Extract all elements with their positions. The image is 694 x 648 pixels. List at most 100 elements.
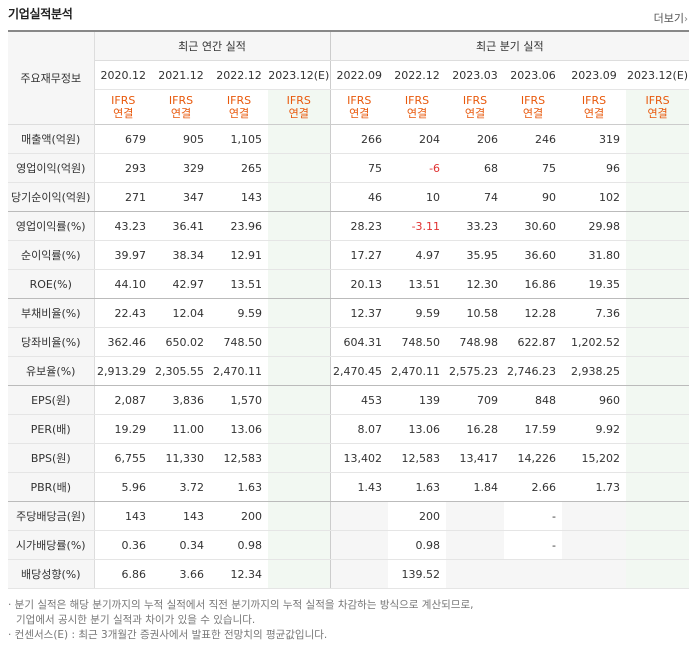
row-label: 당기순이익(억원): [8, 182, 95, 212]
table-cell: [626, 240, 690, 270]
table-cell: [626, 153, 690, 183]
table-cell: 12.30: [446, 269, 505, 299]
table-cell: 2,305.55: [152, 356, 210, 386]
table-cell: 960: [562, 385, 627, 415]
table-cell: 347: [152, 182, 210, 212]
table-row: 순이익률(%) 39.97 38.34 12.91 17.27 4.97 35.95 36.6…: [8, 240, 690, 270]
table-cell: 200: [388, 501, 447, 531]
table-cell: [329, 559, 389, 589]
table-cell: 200: [210, 501, 268, 531]
table-cell: [268, 124, 331, 154]
table-cell: 90: [504, 182, 563, 212]
table-cell: 17.27: [329, 240, 389, 270]
table-cell: 19.35: [562, 269, 627, 299]
table-cell: [268, 327, 331, 357]
table-cell: 143: [210, 182, 268, 212]
table-cell: 28.23: [329, 211, 389, 241]
table-cell: [268, 414, 331, 444]
table-cell: 3.66: [152, 559, 210, 589]
table-cell: 30.60: [504, 211, 563, 241]
table-cell: 748.50: [210, 327, 268, 357]
table-cell: 679: [94, 124, 152, 154]
table-cell: 8.07: [329, 414, 389, 444]
table-cell: [446, 559, 505, 589]
table-cell: 102: [562, 182, 627, 212]
table-row: 주당배당금(원) 143 143 200 200-: [8, 501, 690, 531]
footnote: · 분기 실적은 해당 분기까지의 누적 실적에서 직전 분기까지의 누적 실적…: [8, 599, 474, 611]
table-cell: 604.31: [329, 327, 389, 357]
table-cell: 12.34: [210, 559, 268, 589]
table-cell: 0.36: [94, 530, 152, 560]
accounting-standard: IFRS 연결: [504, 89, 563, 125]
more-link[interactable]: 더보기›: [654, 10, 688, 26]
table-row: 당기순이익(억원) 271 347 143 46 10 74 90 102: [8, 182, 690, 212]
table-cell: 75: [329, 153, 389, 183]
row-label: 영업이익(억원): [8, 153, 95, 183]
accounting-standard: IFRS 연결: [210, 89, 268, 125]
accounting-standard: IFRS 연결: [268, 89, 331, 125]
table-cell: 293: [94, 153, 152, 183]
table-cell: 36.60: [504, 240, 563, 270]
consol-label: 연결: [349, 107, 370, 120]
consol-label: 연결: [228, 107, 250, 120]
table-cell: 1.63: [388, 472, 447, 502]
table-cell: 748.50: [388, 327, 447, 357]
table-cell: 13.06: [210, 414, 268, 444]
table-cell: 2,087: [94, 385, 152, 415]
consol-label: 연결: [464, 107, 486, 120]
table-cell: -3.11: [388, 211, 447, 241]
table-cell: [268, 211, 331, 241]
footnote: 기업에서 공시한 분기 실적과 차이가 있을 수 있습니다.: [16, 614, 256, 626]
table-cell: 271: [94, 182, 152, 212]
accounting-standard: IFRS 연결: [626, 89, 690, 125]
table-cell: 848: [504, 385, 563, 415]
table-row: 배당성향(%) 6.86 3.66 12.34 139.52: [8, 559, 690, 589]
financial-table: 주요재무정보 최근 연간 실적 최근 분기 실적 2020.12 2021.12 2…: [8, 30, 690, 589]
table-row: 부채비율(%) 22.43 12.04 9.59 12.37 9.59 10.58 12.28…: [8, 298, 690, 328]
table-cell: 13.51: [210, 269, 268, 299]
table-cell: 2,938.25: [562, 356, 627, 386]
table-cell: 13.06: [388, 414, 447, 444]
table-cell: [562, 530, 627, 560]
table-row: 영업이익률(%) 43.23 36.41 23.96 28.23 -3.11 33.23 30…: [8, 211, 690, 241]
table-cell: 4.97: [388, 240, 447, 270]
group-quarter: 최근 분기 실적: [330, 30, 690, 61]
table-cell: 12.28: [504, 298, 563, 328]
table-cell: 204: [388, 124, 447, 154]
table-cell: [446, 530, 505, 560]
table-cell: 5.96: [94, 472, 152, 502]
table-row: 매출액(억원) 679 905 1,105 266 204 206 246 319: [8, 124, 690, 154]
table-cell: [562, 501, 627, 531]
table-cell: 33.23: [446, 211, 505, 241]
consol-label: 연결: [288, 107, 309, 120]
table-cell: 362.46: [94, 327, 152, 357]
table-cell: 46: [329, 182, 389, 212]
accounting-standard: IFRS 연결: [562, 89, 627, 125]
consol-label: 연결: [583, 107, 605, 120]
accounting-standard: IFRS 연결: [446, 89, 505, 125]
chevron-right-icon: ›: [684, 14, 688, 25]
table-row: 시가배당률(%) 0.36 0.34 0.98 0.98-: [8, 530, 690, 560]
group-annual: 최근 연간 실적: [94, 30, 331, 61]
consol-label: 연결: [170, 107, 192, 120]
ifrs-label: IFRS: [645, 94, 670, 107]
table-cell: [268, 443, 331, 473]
row-label: 유보율(%): [8, 356, 95, 386]
table-cell: 1.84: [446, 472, 505, 502]
table-cell: 20.13: [329, 269, 389, 299]
table-cell: 2,470.45: [329, 356, 389, 386]
table-cell: 75: [504, 153, 563, 183]
table-cell: [268, 356, 331, 386]
table-cell: 246: [504, 124, 563, 154]
table-cell: 10: [388, 182, 447, 212]
table-cell: 1.63: [210, 472, 268, 502]
table-cell: 206: [446, 124, 505, 154]
ifrs-label: IFRS: [520, 94, 546, 107]
table-cell: [562, 559, 627, 589]
table-cell: [626, 269, 690, 299]
table-cell: 13.51: [388, 269, 447, 299]
table-cell: 96: [562, 153, 627, 183]
table-cell: [446, 501, 505, 531]
table-cell: 11,330: [152, 443, 210, 473]
table-cell: 36.41: [152, 211, 210, 241]
